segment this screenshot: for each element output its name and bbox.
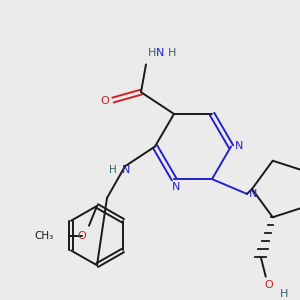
Text: N: N [249, 189, 257, 199]
Text: N: N [156, 48, 164, 58]
Text: H: H [168, 48, 176, 58]
Text: O: O [78, 231, 86, 241]
Text: N: N [122, 165, 130, 175]
Text: O: O [264, 280, 273, 290]
Text: H: H [109, 165, 117, 175]
Text: CH₃: CH₃ [35, 231, 54, 241]
Text: N: N [235, 140, 243, 151]
Text: H: H [280, 290, 288, 299]
Text: O: O [100, 96, 109, 106]
Text: H: H [148, 48, 156, 58]
Text: N: N [172, 182, 180, 192]
